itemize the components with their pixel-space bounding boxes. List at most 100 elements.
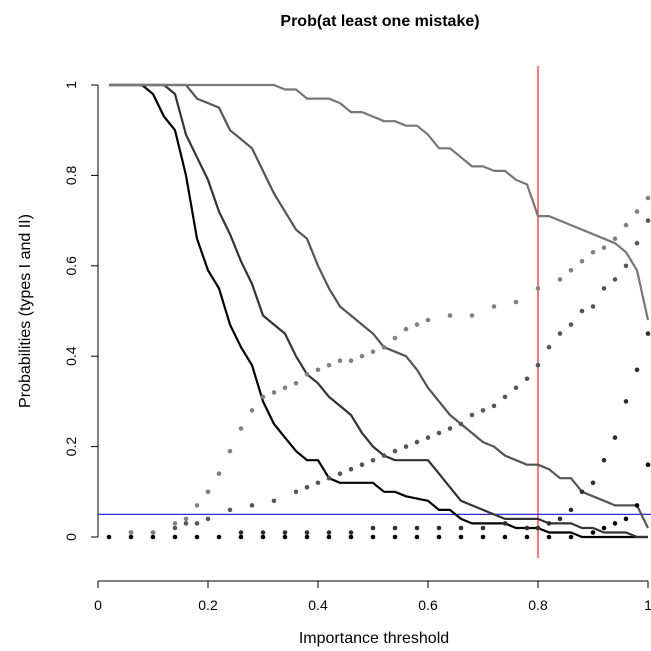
dot-series-1-point <box>502 534 508 540</box>
dot-series-1-point <box>106 534 112 540</box>
dot-series-4-point <box>172 521 178 526</box>
dot-series-1-point <box>623 516 629 522</box>
dot-series-4-point <box>403 326 409 332</box>
x-axis-label: Importance threshold <box>299 630 449 647</box>
dot-series-3-point <box>546 344 552 350</box>
dot-series-4-point <box>579 259 585 264</box>
dot-series-3-point <box>172 525 178 531</box>
dot-series-2-point <box>546 521 552 526</box>
dot-series-3-point <box>601 286 607 291</box>
dot-series-4-point <box>568 268 574 273</box>
dot-series-4-point <box>348 358 354 364</box>
dot-series-4-point <box>370 349 376 355</box>
y-tick-label: 0 <box>63 533 79 541</box>
dot-series-4-point <box>216 471 222 477</box>
dot-series-2-point <box>502 521 508 526</box>
dot-series-1-point <box>194 534 200 540</box>
dot-series-3-point <box>524 376 530 382</box>
dot-series-3-point <box>568 322 574 327</box>
dot-series-2-point <box>458 525 464 531</box>
chart-title: Prob(at least one mistake) <box>280 13 479 30</box>
dot-series-3-point <box>557 331 563 336</box>
dot-series-1-point <box>480 534 486 540</box>
dot-series-2-point <box>414 525 420 531</box>
y-tick-label: 0.8 <box>63 165 79 185</box>
dot-series-1-point <box>282 534 288 540</box>
line-series-4 <box>109 83 650 321</box>
dot-series-1-point <box>546 534 552 540</box>
x-tick-label: 0.2 <box>198 597 218 613</box>
dot-series-4-point <box>128 530 134 535</box>
dot-series-4-point <box>326 362 332 368</box>
dot-series-1-point <box>370 534 376 540</box>
dot-series-4-point <box>392 335 398 341</box>
dot-series-1-point <box>392 534 398 540</box>
x-tick-label: 1 <box>644 597 651 613</box>
y-axis: 0 0.2 0.4 0.6 0.8 1 <box>63 81 99 541</box>
dot-series-3-point <box>612 277 618 282</box>
x-tick-label: 0.6 <box>418 597 438 613</box>
dot-series-1-point <box>436 534 442 540</box>
line-series-2 <box>109 83 648 539</box>
dot-series-3-point <box>447 426 453 431</box>
dot-series-4-point <box>447 313 453 318</box>
dot-series-4-point <box>557 277 563 282</box>
dot-series-1-point <box>590 530 596 535</box>
dot-series-1-point <box>458 534 464 540</box>
dot-series-2-point <box>612 435 618 440</box>
dot-series-3-point <box>590 304 596 309</box>
dot-series-3-point <box>425 435 431 440</box>
dot-series-4-point <box>612 236 618 241</box>
dot-series-3-point <box>337 471 343 477</box>
dot-series-4-point <box>249 408 255 413</box>
dot-series-2-point <box>535 525 541 531</box>
dot-series-3-point <box>326 475 332 481</box>
dot-series-2-point <box>623 399 629 404</box>
dot-series-4-point <box>227 448 233 454</box>
y-axis-label: Probabilities (types I and II) <box>17 214 34 408</box>
dot-series-1-point <box>326 534 332 540</box>
dot-series-2-point <box>480 525 486 531</box>
dot-series-3-point <box>183 521 189 526</box>
dot-series-2-point <box>436 525 442 531</box>
dot-series-4-point <box>634 209 640 214</box>
dot-series-4-point <box>491 304 497 309</box>
dot-series-3-point <box>249 503 255 508</box>
dot-series-1-point <box>601 525 607 531</box>
dot-series-2-point <box>370 525 376 531</box>
dot-series-4-point <box>513 299 519 305</box>
dot-series-4-point <box>304 372 310 377</box>
y-tick-label: 0.2 <box>63 437 79 457</box>
dot-series-2-point <box>238 530 244 535</box>
dot-series-2-point <box>282 530 288 535</box>
line-series-1 <box>109 83 648 539</box>
dot-series-4-point <box>425 317 431 323</box>
dot-series-3-point <box>535 362 541 368</box>
dot-series-3-point <box>502 394 508 400</box>
dot-series-4-point <box>535 286 541 291</box>
dot-series-4-point <box>260 394 266 400</box>
x-axis: 0 0.2 0.4 0.6 0.8 1 <box>94 580 651 613</box>
dot-series-3-point <box>491 403 497 409</box>
dot-series-1-point <box>645 462 651 468</box>
dot-series-4-point <box>623 222 629 228</box>
dot-series-2-point <box>601 457 607 463</box>
dot-series-3-point <box>623 263 629 269</box>
dot-series-4-point <box>271 390 277 395</box>
dot-series-1-point <box>348 534 354 540</box>
line-series-3 <box>109 83 649 529</box>
x-tick-label: 0.8 <box>528 597 548 613</box>
dot-series-3-point <box>634 240 640 246</box>
dot-series-3-point <box>469 412 475 418</box>
dot-series-2-point <box>645 331 651 336</box>
dot-series-4-point <box>590 249 596 255</box>
dot-series-3-point <box>381 453 387 458</box>
dot-series-1-point <box>128 534 134 540</box>
dot-series-1-point <box>150 534 156 540</box>
dot-series-3-point <box>205 516 211 522</box>
dot-series-1-point <box>238 534 244 540</box>
dot-series-3-point <box>392 448 398 454</box>
dot-series-3-point <box>348 466 354 472</box>
dot-series-2-point <box>557 516 563 522</box>
